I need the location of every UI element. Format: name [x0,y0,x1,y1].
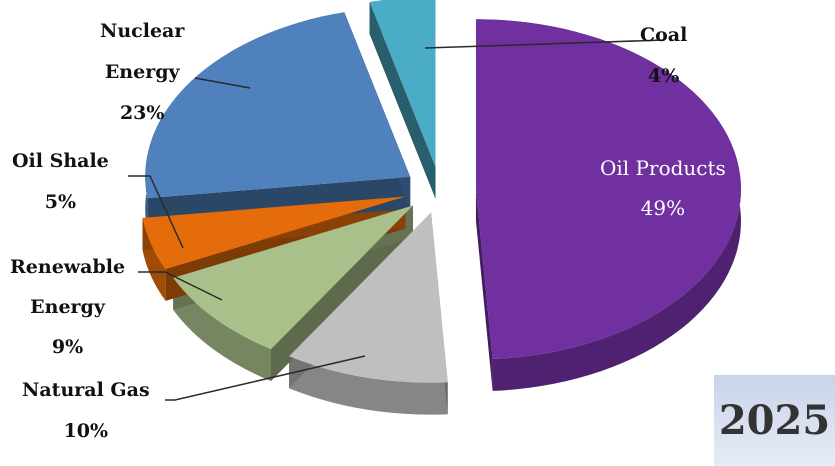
label-coal-pct: 4% [648,65,680,87]
leader-coal [424,39,665,49]
label-natural-gas: Natural Gas 10% [22,381,150,441]
leader-oil-shale [128,175,184,249]
label-coal-name: Coal [640,24,688,46]
slice-natural-gas [289,212,448,383]
label-oil-shale-pct: 5% [44,191,77,213]
slice-oil-products [475,19,741,359]
label-coal: Coal 4% [640,26,687,86]
slice-renewable-energy [173,205,413,350]
pie-tops [142,0,741,383]
label-renewable-pct: 9% [51,336,84,358]
slice-wall-start-coal [369,2,436,199]
label-renewable-name: Renewable [10,256,126,278]
label-oil-shale-name: Oil Shale [12,150,109,172]
leader-renewable [138,271,223,301]
label-renewable: Renewable Energy 9% [10,258,125,357]
label-nuclear: Nuclear Energy 23% [100,22,184,123]
leader-natural-gas [165,355,366,401]
label-oil-products-pct: 49% [640,196,686,220]
slice-wall-end-oil-products [475,189,493,391]
slice-oil-shale [142,196,406,269]
label-renewable-name-2: Energy [30,296,105,318]
label-natural-gas-name: Natural Gas [22,379,150,401]
label-natural-gas-pct: 10% [63,420,109,442]
slice-coal [369,0,436,167]
year-badge: 2025 [714,375,835,466]
slice-nuclear-energy [145,12,411,199]
label-nuclear-name: Nuclear [100,20,185,42]
year-text: 2025 [718,397,831,444]
label-oil-products: Oil Products 49% [600,158,726,218]
label-nuclear-pct: 23% [119,102,165,124]
label-nuclear-name-2: Energy [104,61,180,83]
label-oil-shale: Oil Shale 5% [12,152,109,212]
slice-side-natural-gas [289,356,448,415]
slice-side-renewable-energy [173,277,272,382]
slice-wall-start-renewable-energy [271,205,413,382]
label-oil-products-name: Oil Products [600,156,726,180]
leader-nuclear [194,77,251,89]
